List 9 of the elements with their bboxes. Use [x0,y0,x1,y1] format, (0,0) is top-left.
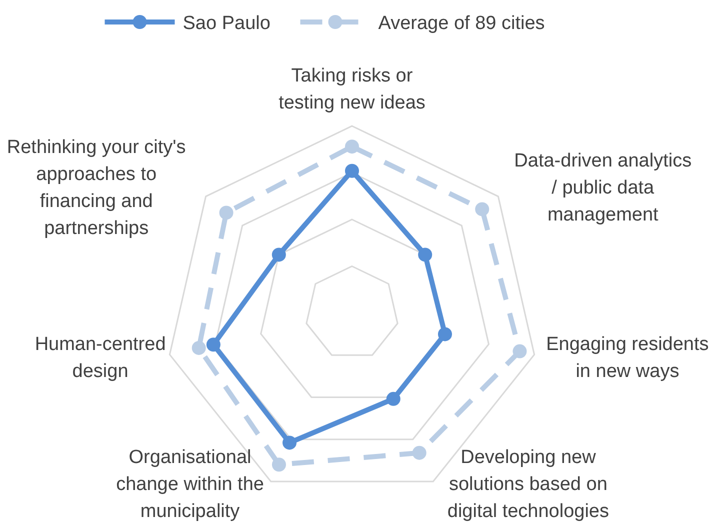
spoke-label: Engaging residents in new ways [546,334,709,382]
spoke-label: Organisational change within the municipality [116,447,264,522]
spoke-label: Rethinking your city's approaches to financing and partnerships [6,137,186,240]
spoke-label: Taking risks or testing new ideas [278,65,426,114]
spoke-label: Developing new solutions based on digital technologies [447,447,610,522]
spoke-label: Data-driven analytics / public data management [514,150,692,226]
legend-label: Average of 89 cities [378,13,545,34]
spoke-label: Human-centred design [34,334,166,382]
legend-label: Sao Paulo [182,13,270,34]
